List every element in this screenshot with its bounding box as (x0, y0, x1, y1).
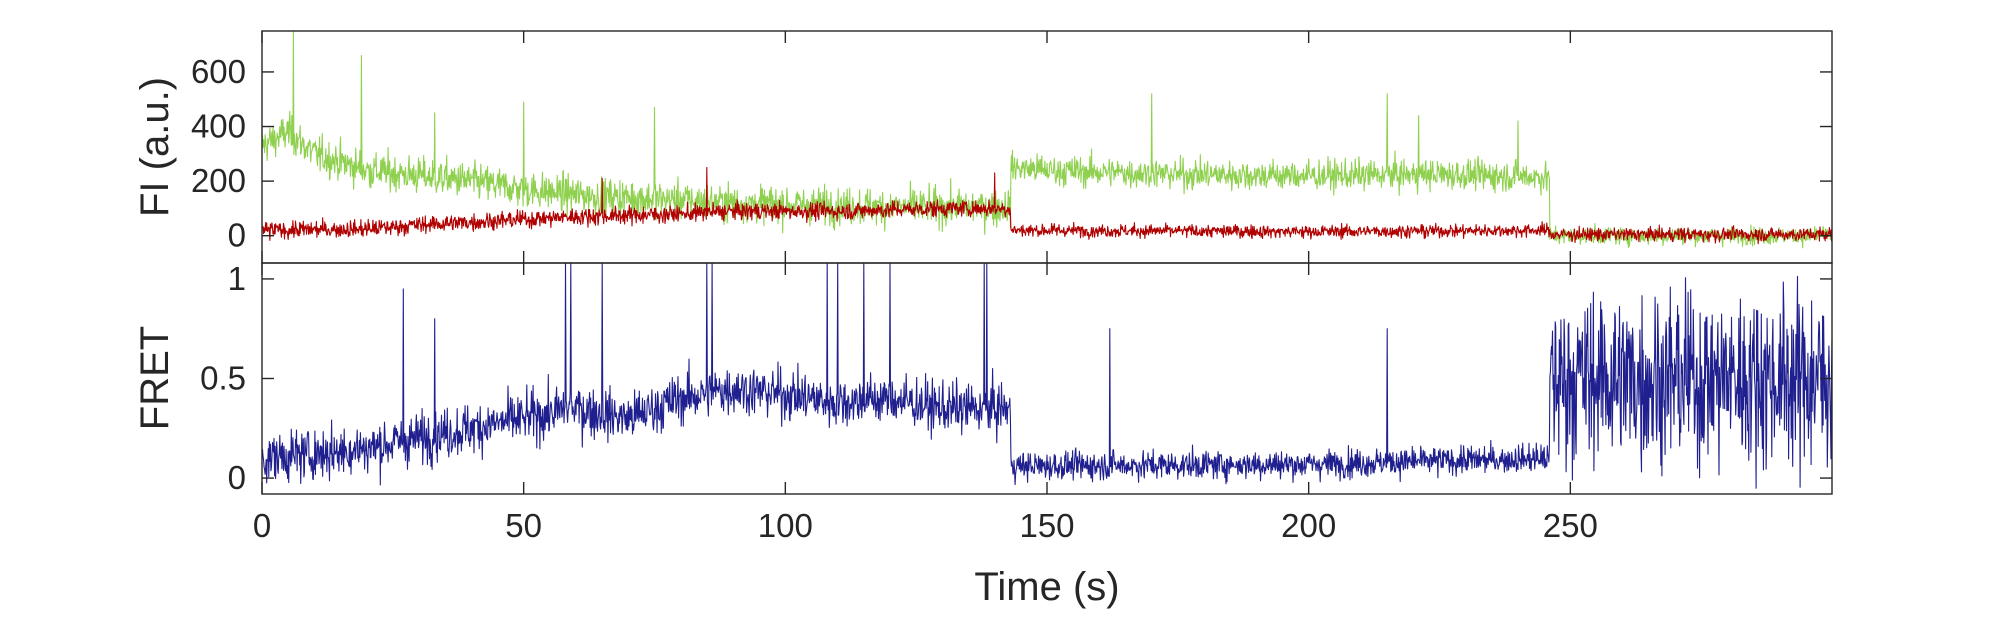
fluorescence-y-axis-label: FI (a.u.) (133, 77, 177, 217)
y-tick-label: 0.5 (200, 360, 246, 397)
x-tick-label: 50 (505, 507, 542, 544)
x-tick-label: 250 (1543, 507, 1598, 544)
x-tick-label: 150 (1019, 507, 1074, 544)
fluorescence-panel: 0 200 400 600 FI (a.u.) (133, 30, 1833, 264)
fret-trace-line (261, 262, 1833, 489)
y-tick-label: 400 (191, 108, 246, 145)
x-axis-label: Time (s) (974, 565, 1119, 609)
fluorescence-ticks: 0 200 400 600 (191, 31, 1832, 263)
y-tick-label: 0 (228, 217, 246, 254)
fret-y-axis-label: FRET (133, 326, 177, 430)
y-tick-label: 0 (228, 459, 246, 496)
y-tick-label: 1 (228, 260, 246, 297)
x-tick-label: 100 (758, 507, 813, 544)
fluorescence-traces (261, 30, 1833, 249)
y-tick-label: 200 (191, 162, 246, 199)
fret-panel: 0 0.5 1 0 50 100 150 200 250 FRET Time (s) (133, 260, 1833, 609)
fret-trace (261, 262, 1833, 489)
acceptor-trace (261, 166, 1833, 245)
x-tick-label: 200 (1281, 507, 1336, 544)
x-tick-label: 0 (253, 507, 271, 544)
donor-trace (261, 30, 1833, 249)
fret-ticks: 0 0.5 1 0 50 100 150 200 250 (200, 260, 1832, 544)
y-tick-label: 600 (191, 53, 246, 90)
